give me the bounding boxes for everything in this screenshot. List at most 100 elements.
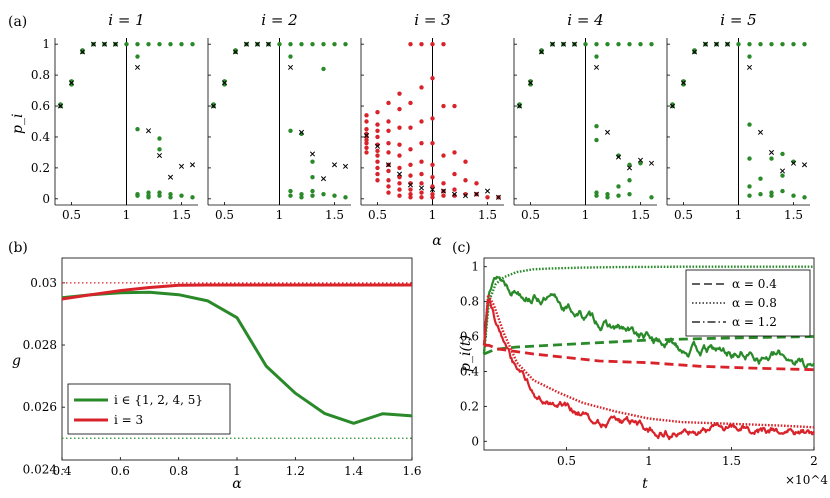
- x-tick-label: 1.5: [784, 208, 803, 222]
- subplot-a-4: i = 4 0.5 1 1.5: [513, 11, 657, 222]
- data-point: [364, 140, 369, 146]
- data-point: [419, 119, 424, 124]
- data-point: [430, 195, 435, 200]
- data-point: [441, 103, 446, 109]
- data-point: [430, 140, 435, 146]
- mean-marker: [790, 160, 797, 166]
- data-point: [332, 41, 337, 47]
- mean-marker: [407, 182, 414, 188]
- data-point: [605, 191, 610, 197]
- data-point: [791, 41, 796, 47]
- mean-marker: [669, 103, 676, 109]
- data-point: [364, 150, 369, 155]
- data-point: [463, 159, 468, 164]
- data-point: [419, 171, 424, 177]
- x-tick-label: 0.5: [521, 208, 540, 222]
- mean-marker: [429, 186, 436, 193]
- y-tick-label: 0.4: [31, 130, 50, 144]
- mean-marker: [746, 64, 753, 70]
- mean-marker: [298, 129, 305, 135]
- x-tick-label: 1: [233, 464, 241, 478]
- data-point: [288, 54, 293, 59]
- data-point: [430, 116, 435, 121]
- y-tick-label: 0.026: [23, 400, 57, 414]
- data-point: [364, 137, 369, 143]
- x-tick-label: 1.5: [722, 454, 741, 468]
- data-point: [310, 41, 315, 47]
- x-tick-label: 0.8: [169, 464, 188, 478]
- data-point: [419, 85, 424, 90]
- y-tick-label: 0: [42, 192, 50, 206]
- data-point: [190, 195, 195, 200]
- data-point: [594, 54, 599, 59]
- data-point: [758, 191, 763, 197]
- data-point: [364, 145, 369, 150]
- data-point: [441, 153, 446, 158]
- data-point: [375, 159, 380, 164]
- data-point: [419, 140, 424, 146]
- mean-marker: [374, 143, 381, 149]
- data-point: [474, 181, 479, 186]
- data-point: [397, 91, 402, 96]
- mean-marker: [178, 163, 185, 169]
- y-tick-label: 0.03: [30, 276, 57, 290]
- y-tick-label: 0.6: [31, 99, 50, 113]
- data-point: [638, 161, 643, 166]
- mean-marker: [320, 176, 327, 182]
- mean-marker: [724, 41, 731, 47]
- series-line-2: [61, 283, 412, 301]
- data-point: [747, 122, 752, 127]
- data-point: [747, 41, 752, 47]
- x-tick-label: 1: [735, 208, 743, 222]
- x-tick-label: 0.5: [62, 208, 81, 222]
- data-point: [310, 159, 315, 164]
- legend-entry: α = 0.4: [732, 277, 777, 291]
- subplot-title: i = 2: [261, 11, 297, 29]
- x-tick-label: 1.6: [402, 464, 421, 478]
- y-tick-label: 0.2: [31, 161, 50, 175]
- data-point: [627, 178, 632, 183]
- data-point: [321, 66, 326, 72]
- mean-marker: [571, 41, 578, 47]
- x-tick-label: 1.5: [631, 208, 650, 222]
- data-point: [430, 41, 435, 47]
- data-point: [397, 142, 402, 147]
- data-point: [397, 174, 402, 180]
- mean-marker: [538, 49, 545, 55]
- data-point: [627, 191, 632, 197]
- data-point: [299, 41, 304, 47]
- data-point: [157, 193, 162, 198]
- data-point: [736, 41, 741, 47]
- data-point: [135, 127, 140, 132]
- y-tick-label: 1: [471, 260, 479, 274]
- data-point: [332, 193, 337, 198]
- data-point: [288, 128, 293, 133]
- data-point: [780, 41, 785, 47]
- data-point: [310, 174, 315, 180]
- data-point: [583, 41, 588, 47]
- data-point: [179, 41, 184, 47]
- data-point: [769, 190, 774, 195]
- data-point: [747, 54, 752, 59]
- data-point: [452, 103, 457, 109]
- data-point: [430, 162, 435, 167]
- data-point: [780, 173, 785, 178]
- mean-marker: [779, 168, 786, 174]
- data-point: [397, 106, 402, 112]
- mean-marker: [495, 194, 502, 200]
- data-point: [747, 156, 752, 161]
- data-point: [288, 41, 293, 47]
- data-point: [769, 41, 774, 47]
- mean-marker: [757, 129, 764, 135]
- data-point: [321, 191, 326, 197]
- data-point: [190, 41, 195, 47]
- data-point: [364, 113, 369, 118]
- data-point: [386, 119, 391, 124]
- data-point: [375, 122, 380, 127]
- xlabel-c: t: [642, 476, 648, 492]
- x-tick-label: 1: [276, 208, 284, 222]
- series-line-2: [482, 265, 814, 355]
- subplot-title: i = 4: [567, 11, 603, 29]
- mean-marker: [702, 41, 709, 47]
- mean-marker: [385, 162, 392, 168]
